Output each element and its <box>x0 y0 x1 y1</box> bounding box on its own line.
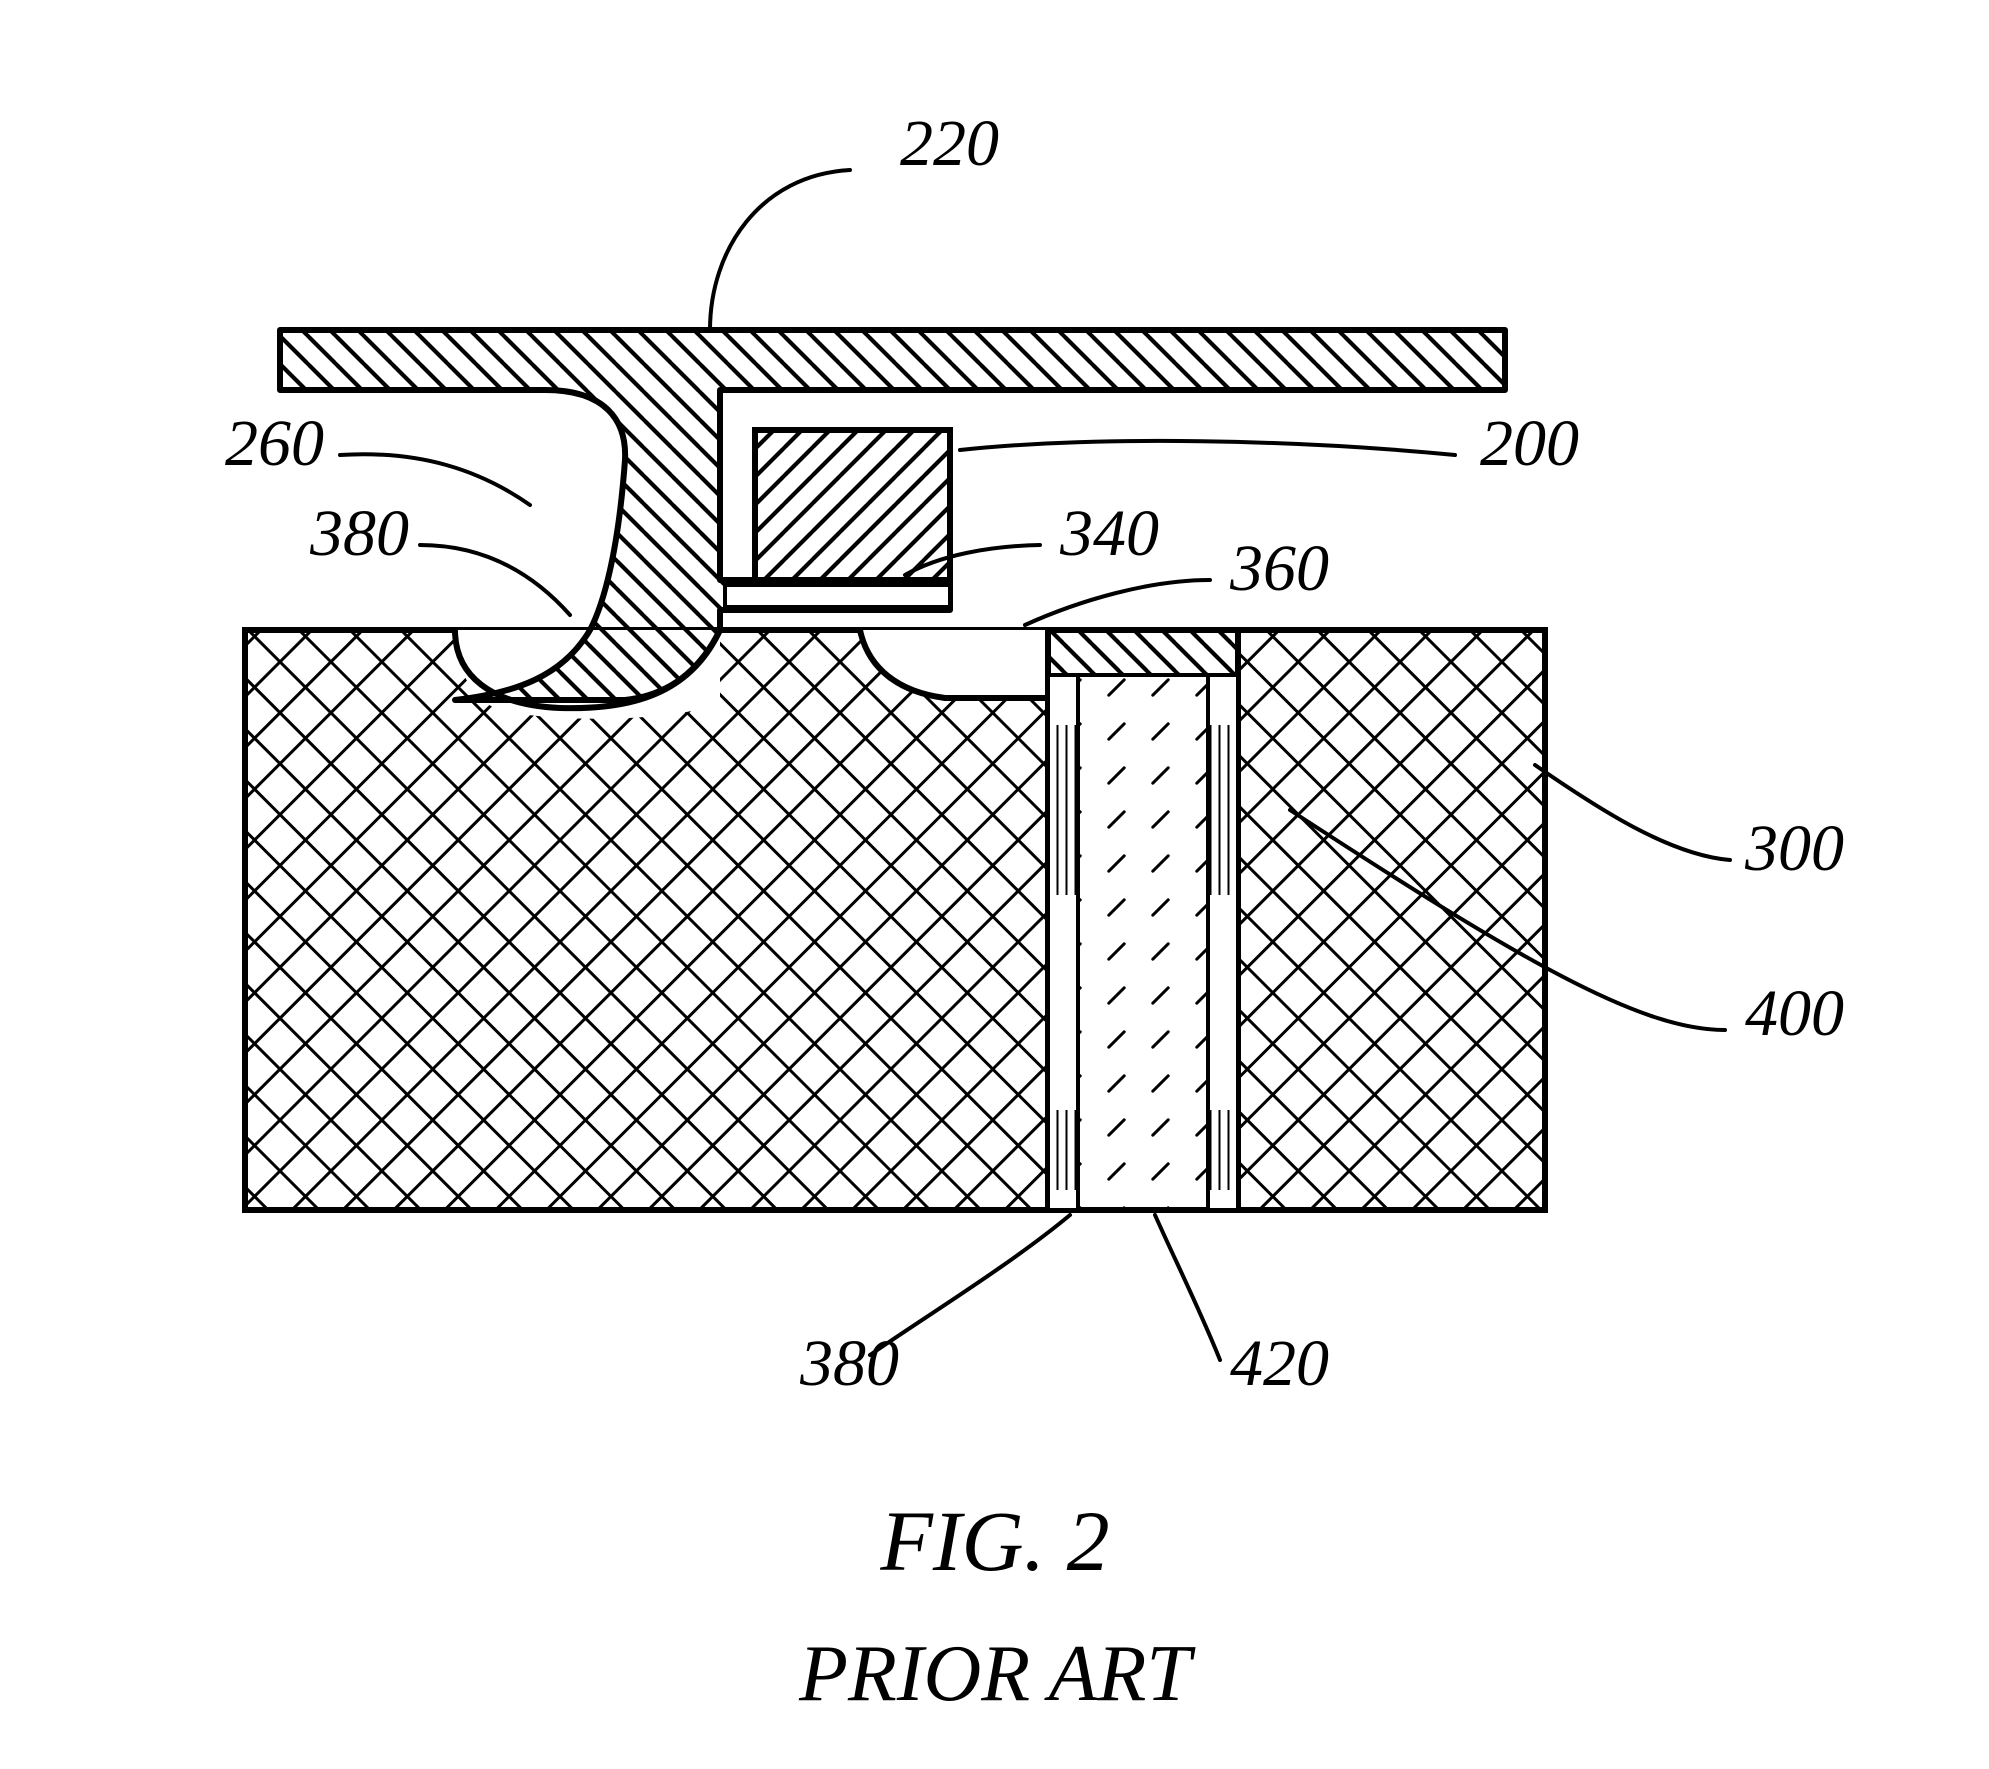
leader-360 <box>1025 580 1210 625</box>
liner-hatched-band-400 <box>1048 725 1078 895</box>
label-300: 300 <box>1744 812 1844 885</box>
liner-hatched-band-400 <box>1208 725 1238 895</box>
leader-200 <box>960 441 1455 455</box>
label-200: 200 <box>1480 407 1579 480</box>
substrate-300 <box>245 630 1545 1210</box>
trench-cap <box>1048 630 1238 675</box>
trench-fill-420 <box>1078 675 1208 1210</box>
diagram-svg: 200 220 260 300 340 360 400 420 380 380 FIG. 2 PRIO… <box>0 0 1989 1769</box>
liner-hatched-band-400 <box>1208 1110 1238 1190</box>
liner-hatched-band-400 <box>1048 1110 1078 1190</box>
caption-prior: PRIOR ART <box>798 1630 1196 1718</box>
label-380a: 380 <box>309 497 409 570</box>
label-420: 420 <box>1230 1327 1329 1400</box>
label-340: 340 <box>1059 497 1159 570</box>
leader-380a <box>420 545 570 615</box>
label-220: 220 <box>900 107 999 180</box>
leader-420 <box>1155 1215 1220 1360</box>
leader-220 <box>710 170 850 330</box>
label-400: 400 <box>1745 977 1844 1050</box>
thin-layer-340 <box>725 585 950 607</box>
label-380b: 380 <box>799 1327 899 1400</box>
label-360: 360 <box>1229 532 1329 605</box>
caption-fig: FIG. 2 <box>879 1493 1109 1589</box>
leader-380b <box>870 1215 1070 1355</box>
label-260: 260 <box>225 407 324 480</box>
block-200 <box>755 430 950 580</box>
leader-300 <box>1535 765 1730 860</box>
